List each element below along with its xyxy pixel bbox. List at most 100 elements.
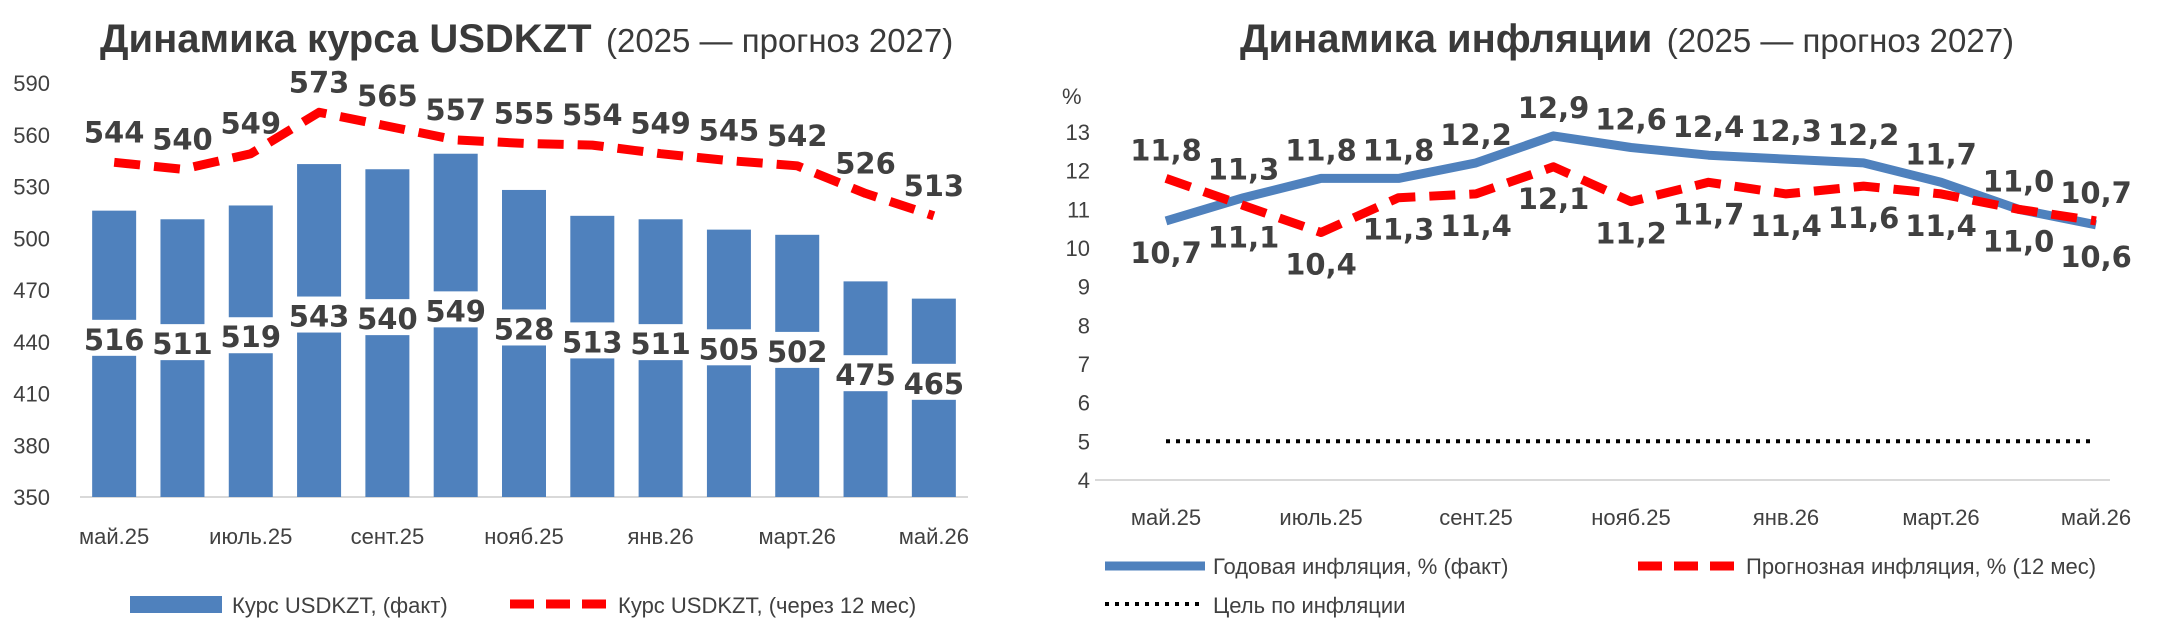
fact-value-label: 12,6 (1595, 102, 1667, 136)
fact-value-label: 12,2 (1440, 118, 1512, 152)
fact-value-label: 11,0 (1983, 164, 2055, 198)
x-tick-label: март.26 (759, 524, 836, 549)
forecast-value-label: 565 (357, 79, 418, 113)
x-tick-label: июль.25 (209, 524, 292, 549)
forecast-inflation-value-label: 10,4 (1285, 248, 1357, 282)
legend-forecast-inflation-label: Прогнозная инфляция, % (12 мес) (1746, 554, 2096, 579)
x-tick-label: нояб.25 (484, 524, 563, 549)
x-tick-label: май.25 (79, 524, 149, 549)
bar-value-label: 543 (289, 300, 350, 334)
y-tick-label: 4 (1078, 468, 1090, 493)
fact-value-label: 12,9 (1518, 91, 1590, 125)
x-tick-label: сент.25 (351, 524, 425, 549)
chart2-title: Динамика инфляции (2025 — прогноз 2027) (1240, 17, 2014, 61)
bar-label-bg (220, 317, 281, 354)
y-tick-label: 12 (1066, 159, 1090, 184)
bar-label-bg (84, 319, 145, 356)
bar-value-label: 519 (220, 320, 281, 354)
forecast-value-label: 513 (904, 169, 965, 203)
chart1-title: Динамика курса USDKZT (2025 — прогноз 20… (100, 17, 953, 61)
bar-value-label: 465 (904, 367, 965, 401)
chart1-forecast-line (113, 107, 936, 221)
bar-value-label: 516 (84, 323, 145, 357)
chart2-y-axis: 4 5 6 7 8 9 10 11 12 13 (1066, 120, 1090, 493)
bar-value-label: 505 (699, 332, 760, 366)
forecast-inflation-value-label: 11,8 (1130, 133, 1202, 167)
fact-value-label: 11,8 (1285, 133, 1357, 167)
chart2-x-axis: май.25 июль.25 сент.25 нояб.25 янв.26 март.26… (1131, 505, 2131, 530)
bar-label-bg (494, 309, 554, 346)
fact-value-label: 12,2 (1828, 118, 1900, 152)
usdkzt-chart: Динамика курса USDKZT (2025 — прогноз 20… (13, 17, 969, 618)
legend-forecast-label: Курс USDKZT, (через 12 мес) (618, 593, 916, 618)
bar-value-label: 549 (425, 294, 486, 328)
chart2-lines (1164, 131, 2097, 444)
x-tick-label: май.26 (2061, 505, 2131, 530)
bar-label-bg (357, 299, 418, 336)
forecast-inflation-value-label: 11,4 (1905, 209, 1977, 243)
fact-value-label: 12,4 (1673, 110, 1745, 144)
y-tick-label: 5 (1078, 429, 1090, 454)
forecast-value-label: 549 (630, 107, 691, 141)
bar-value-label: 540 (357, 302, 418, 336)
bar-label-bg (903, 363, 964, 400)
x-tick-label: март.26 (1902, 505, 1979, 530)
forecast-inflation-value-label: 11,6 (1828, 201, 1900, 235)
fact-line (1164, 131, 2097, 230)
fact-value-label: 11,7 (1905, 137, 1977, 171)
chart2-legend: Годовая инфляция, % (факт) Прогнозная ин… (1105, 554, 2096, 618)
x-tick-label: май.26 (899, 524, 969, 549)
y-tick-label: 410 (13, 382, 50, 407)
chart2-data-labels: 10,711,311,8 11,8 12,212,9 12,6 12,4 12,3 12,2… (1130, 91, 2132, 282)
chart1-x-axis: май.25 июль.25 сент.25 нояб.25 янв.26 март.26… (79, 524, 969, 549)
y-tick-label: 11 (1067, 197, 1090, 222)
bar-label-bg (562, 322, 623, 359)
forecast-value-label: 573 (289, 65, 350, 99)
bar-value-label: 528 (494, 312, 555, 346)
fact-value-label: 10,7 (1130, 236, 1202, 270)
bar-label-bg (767, 331, 828, 368)
y-tick-label: 500 (13, 226, 50, 251)
forecast-inflation-value-label: 10,7 (2060, 176, 2132, 210)
forecast-value-label: 544 (84, 115, 145, 149)
forecast-inflation-value-label: 11,4 (1440, 209, 1512, 243)
fact-value-label: 11,3 (1208, 153, 1280, 187)
bar-value-label: 511 (152, 327, 213, 361)
y-tick-label: 470 (13, 278, 50, 303)
chart1-y-axis: 350 380 410 440 470 500 530 560 590 (13, 71, 50, 510)
fact-value-label: 11,8 (1363, 133, 1435, 167)
legend-fact-label: Годовая инфляция, % (факт) (1213, 554, 1508, 579)
y-tick-label: 380 (13, 433, 50, 458)
x-tick-label: нояб.25 (1591, 505, 1670, 530)
forecast-value-label: 554 (562, 98, 623, 132)
forecast-inflation-value-label: 11,1 (1208, 220, 1280, 254)
forecast-inflation-value-label: 11,7 (1673, 197, 1745, 231)
y-tick-label: 530 (13, 175, 50, 200)
forecast-line (113, 107, 936, 221)
fact-value-label: 12,3 (1750, 114, 1822, 148)
y-tick-label: 7 (1078, 352, 1090, 377)
forecast-inflation-value-label: 11,4 (1750, 209, 1822, 243)
y-tick-label: 440 (13, 330, 50, 355)
forecast-value-label: 542 (767, 119, 828, 153)
chart1-legend: Курс USDKZT, (факт) Курс USDKZT, (через … (130, 593, 916, 618)
x-tick-label: июль.25 (1279, 505, 1362, 530)
y-tick-label: 10 (1066, 236, 1090, 261)
x-tick-label: сент.25 (1439, 505, 1513, 530)
y-tick-label: 350 (13, 485, 50, 510)
y-tick-label: 13 (1066, 120, 1090, 145)
forecast-value-label: 545 (699, 114, 760, 148)
bar-value-label: 475 (835, 358, 896, 392)
forecast-value-label: 549 (220, 107, 281, 141)
bar-label-bg (152, 324, 213, 361)
forecast-inflation-value-label: 12,1 (1518, 182, 1590, 216)
legend-bar-label: Курс USDKZT, (факт) (232, 593, 448, 618)
bar-value-label: 511 (630, 327, 691, 361)
bar-value-label: 502 (767, 335, 828, 369)
bar-label-bg (289, 296, 350, 333)
x-tick-label: май.25 (1131, 505, 1201, 530)
y-tick-label: 9 (1078, 275, 1090, 300)
